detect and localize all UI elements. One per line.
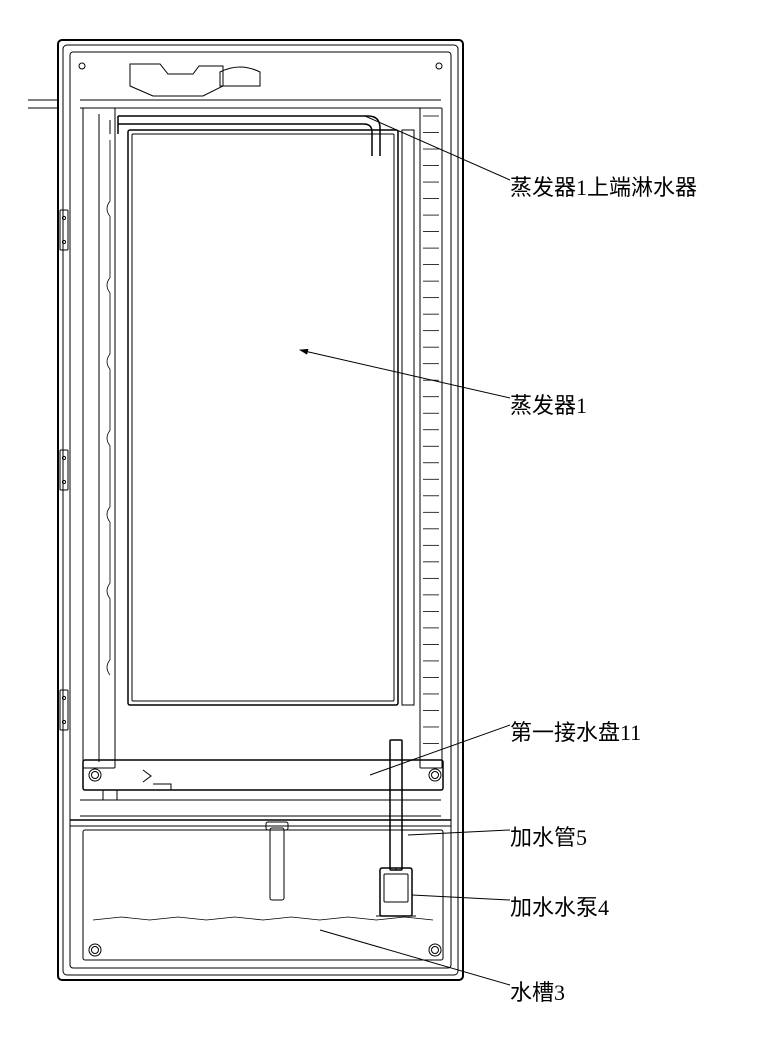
label-pump: 加水水泵4 xyxy=(510,890,609,922)
label-tank: 水槽3 xyxy=(510,975,565,1007)
label-shower: 蒸发器1上端淋水器 xyxy=(510,170,697,202)
label-tray: 第一接水盘11 xyxy=(510,715,641,747)
label-evaporator: 蒸发器1 xyxy=(510,388,587,420)
diagram-container: 蒸发器1上端淋水器 蒸发器1 第一接水盘11 加水管5 加水水泵4 水槽3 xyxy=(20,20,757,1020)
label-pipe: 加水管5 xyxy=(510,820,587,852)
